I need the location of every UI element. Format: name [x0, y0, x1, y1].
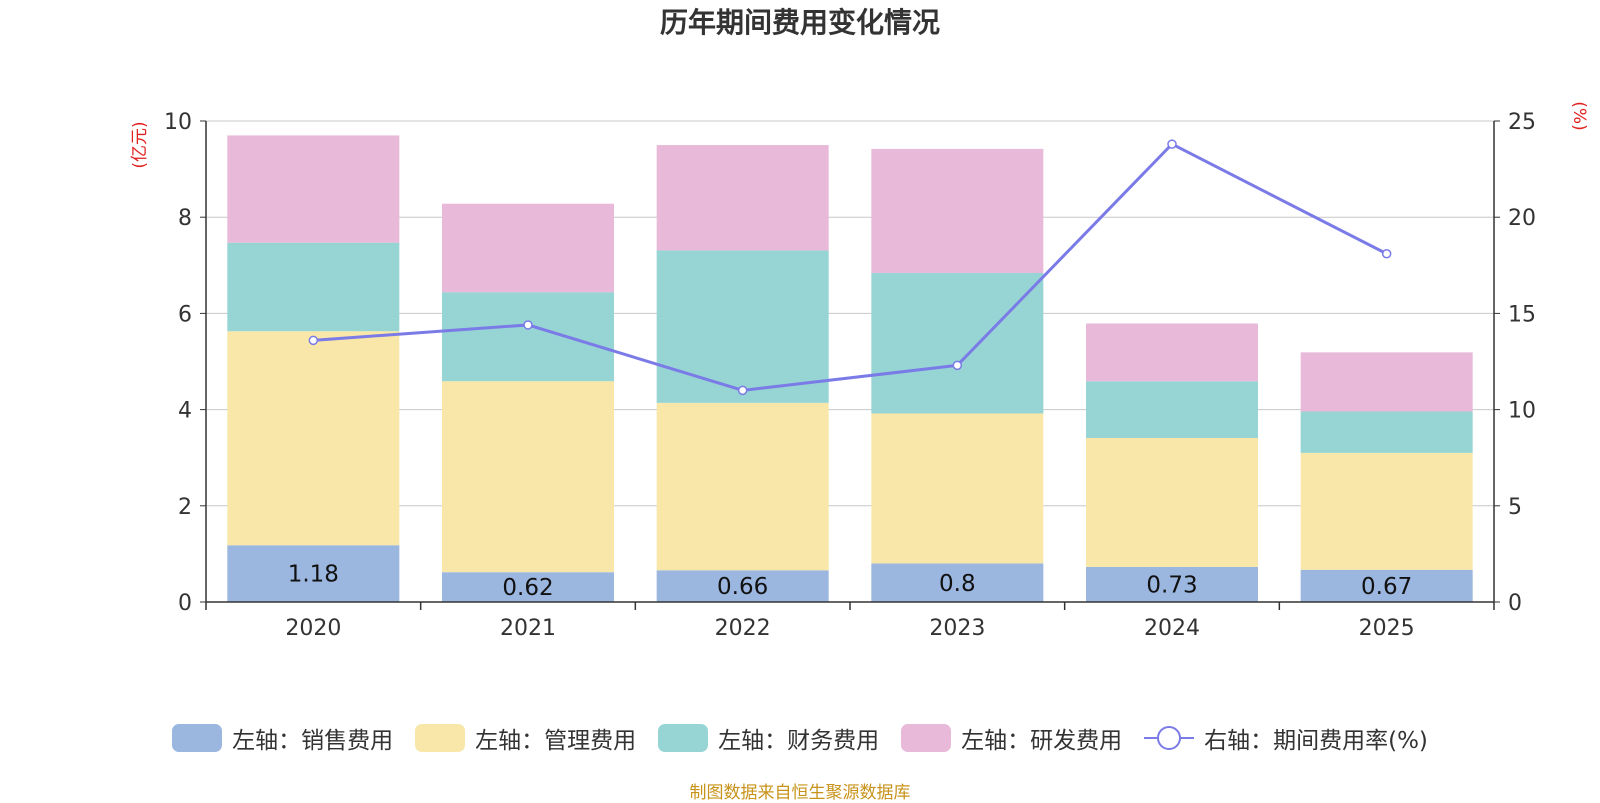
- legend: 左轴：销售费用 左轴：管理费用 左轴：财务费用 左轴：研发费用 右轴：期间费用率…: [0, 720, 1600, 756]
- legend-label-rate: 右轴：期间费用率(%): [1204, 728, 1428, 754]
- legend-label-sales: 左轴：销售费用: [232, 728, 394, 754]
- line-point[interactable]: [1381, 249, 1392, 259]
- x-tick-label: 2025: [1359, 616, 1415, 641]
- line-point[interactable]: [1167, 139, 1177, 149]
- legend-item-sales[interactable]: 左轴：销售费用: [172, 721, 393, 755]
- x-tick-label: 2022: [715, 616, 771, 641]
- bar-segment[interactable]: [1300, 569, 1473, 602]
- y-right-tick-label: 10: [1508, 399, 1536, 424]
- data-label: 0.67: [1361, 574, 1412, 600]
- line-series: [313, 142, 1388, 392]
- y-right-tick-label: 20: [1508, 206, 1536, 231]
- bar-segment[interactable]: [1086, 323, 1258, 382]
- data-label-group: 1.18 0.62 0.66 0.8 0.73 0.67: [288, 562, 1413, 601]
- bar-segment[interactable]: [1300, 411, 1473, 453]
- y-right-tick-label: 25: [1508, 110, 1536, 135]
- bar-segment[interactable]: [1086, 566, 1258, 602]
- y-right-tick-label: 15: [1508, 302, 1536, 327]
- y-right-tick-label: 5: [1508, 495, 1522, 520]
- y-left-tick-label: 10: [164, 110, 192, 135]
- legend-swatch-sales: [172, 724, 223, 752]
- y-left-tick-label: 2: [178, 495, 192, 520]
- line-point[interactable]: [523, 320, 533, 330]
- data-label: 0.62: [502, 575, 553, 601]
- x-tick-label: 2021: [500, 616, 556, 641]
- bar-segment[interactable]: [1086, 437, 1258, 567]
- bar-segment[interactable]: [1300, 452, 1473, 570]
- legend-line-marker-icon: [1144, 726, 1195, 750]
- bar-segment[interactable]: [871, 563, 1044, 602]
- bar-segment[interactable]: [442, 381, 614, 573]
- y-axis-left-label: (亿元): [130, 121, 150, 168]
- data-label: 0.73: [1146, 572, 1197, 598]
- bar-segment[interactable]: [871, 413, 1044, 564]
- bar-segment[interactable]: [1086, 381, 1258, 438]
- grid-lines: [206, 120, 1494, 507]
- y-right-tick-label: 0: [1508, 591, 1522, 616]
- legend-label-rnd: 左轴：研发费用: [961, 728, 1123, 754]
- x-tick-label: 2024: [1144, 616, 1200, 641]
- bar-segment[interactable]: [227, 331, 400, 546]
- line-series-group: [308, 139, 1392, 396]
- chart-title: 历年期间费用变化情况: [660, 6, 940, 39]
- legend-item-rate[interactable]: 右轴：期间费用率(%): [1144, 721, 1428, 755]
- bar-segment[interactable]: [442, 572, 614, 602]
- y-axis-right-label: (%): [1569, 101, 1589, 130]
- data-label: 0.66: [717, 574, 768, 600]
- legend-item-rnd[interactable]: 左轴：研发费用: [901, 721, 1122, 755]
- y-left-tick-label: 0: [178, 591, 192, 616]
- bar-group: [227, 135, 1473, 602]
- bar-segment[interactable]: [656, 145, 829, 251]
- bar-segment[interactable]: [871, 148, 1044, 273]
- bar-segment[interactable]: [656, 570, 829, 602]
- bar-segment[interactable]: [1300, 352, 1473, 412]
- legend-label-admin: 左轴：管理费用: [475, 728, 637, 754]
- x-tick-label: 2020: [285, 616, 341, 641]
- y-left-tick-label: 4: [178, 399, 192, 424]
- source-note: 制图数据来自恒生聚源数据库: [689, 783, 911, 803]
- x-tick-label: 2023: [929, 616, 985, 641]
- bar-segment[interactable]: [442, 203, 614, 293]
- legend-label-finance: 左轴：财务费用: [718, 728, 880, 754]
- data-label: 1.18: [288, 562, 339, 588]
- bar-segment[interactable]: [871, 272, 1044, 414]
- y-left-tick-label: 8: [178, 206, 192, 231]
- line-point[interactable]: [308, 335, 319, 346]
- bar-segment[interactable]: [227, 135, 400, 243]
- line-point[interactable]: [737, 385, 748, 396]
- bar-segment[interactable]: [656, 402, 829, 571]
- legend-item-admin[interactable]: 左轴：管理费用: [415, 721, 636, 755]
- bar-segment[interactable]: [442, 292, 614, 382]
- data-label: 0.8: [939, 571, 976, 597]
- legend-item-finance[interactable]: 左轴：财务费用: [658, 721, 879, 755]
- bar-segment[interactable]: [656, 250, 829, 403]
- legend-swatch-rnd: [901, 724, 952, 752]
- bar-segment[interactable]: [227, 545, 400, 602]
- legend-swatch-finance: [658, 724, 709, 752]
- legend-swatch-admin: [415, 724, 466, 752]
- line-point[interactable]: [952, 360, 963, 371]
- y-left-tick-label: 6: [178, 302, 192, 327]
- bar-segment[interactable]: [227, 242, 400, 332]
